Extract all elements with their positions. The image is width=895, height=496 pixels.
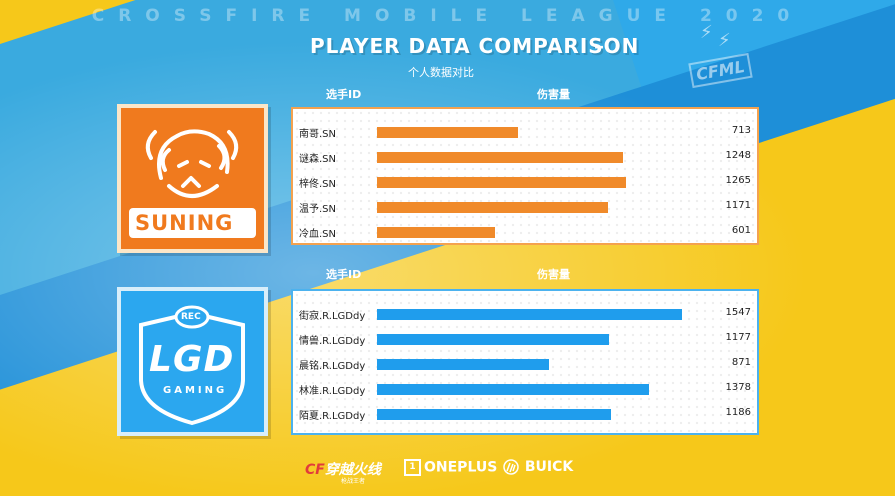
league-banner: CROSSFIRE MOBILE LEAGUE 2020 <box>91 6 804 26</box>
header-player-id: 选手ID <box>326 88 362 101</box>
damage-value-label: 1248 <box>725 150 751 161</box>
oneplus-logo: 1 ONEPLUS <box>404 459 497 476</box>
damage-value-label: 1547 <box>725 307 751 318</box>
header-damage: 伤害量 <box>537 268 570 281</box>
damage-bar <box>377 384 649 395</box>
title-dash: – <box>594 34 604 58</box>
lgd-logo-top: REC <box>181 312 201 322</box>
suning-logo-card: SUNING <box>117 104 268 253</box>
buick-logo: BUICK <box>502 459 573 475</box>
damage-bar <box>377 227 495 238</box>
lgd-logo-text: LGD <box>149 339 235 380</box>
chart-row: 冷血.SN 601 <box>293 223 757 241</box>
damage-bar <box>377 359 549 370</box>
buick-icon <box>503 459 519 475</box>
chart-row: 南哥.SN 713 <box>293 123 757 141</box>
player-name: 梓佟.SN <box>299 179 337 190</box>
damage-value-label: 1265 <box>725 175 751 186</box>
oneplus-icon: 1 <box>404 459 421 476</box>
lgd-logo-icon <box>139 305 245 426</box>
damage-bar <box>377 152 623 163</box>
header-damage: 伤害量 <box>537 88 570 101</box>
lgd-logo-card: REC LGD GAMING <box>117 287 268 436</box>
player-name: 南哥.SN <box>299 129 337 140</box>
damage-bar <box>377 202 608 213</box>
player-name: 陌夏.R.LGDdy <box>299 411 366 422</box>
player-name: 晨铭.R.LGDdy <box>299 361 366 372</box>
page-subtitle: 个人数据对比 <box>408 66 474 79</box>
damage-value-label: 1177 <box>725 332 751 343</box>
bolt-icon: ⚡ <box>700 22 713 43</box>
header-player-id: 选手ID <box>326 268 362 281</box>
bolt-icon: ⚡ <box>718 30 731 51</box>
player-name: 冷血.SN <box>299 229 337 240</box>
chart-row: 情兽.R.LGDdy 1177 <box>293 330 757 348</box>
player-name: 温予.SN <box>299 204 337 215</box>
damage-bar <box>377 334 609 345</box>
player-name: 街寂.R.LGDdy <box>299 311 366 322</box>
suning-logo-icon <box>145 129 239 198</box>
damage-value-label: 1186 <box>725 407 751 418</box>
damage-value-label: 1378 <box>725 382 751 393</box>
chart-row: 温予.SN 1171 <box>293 198 757 216</box>
lgd-chart-panel: 街寂.R.LGDdy 1547 情兽.R.LGDdy 1177 晨铭.R.LGDdy 87… <box>291 289 759 435</box>
damage-value-label: 601 <box>731 225 751 236</box>
damage-value-label: 1171 <box>725 200 751 211</box>
damage-value-label: 871 <box>731 357 751 368</box>
damage-bar <box>377 127 518 138</box>
damage-bar <box>377 309 682 320</box>
player-name: 情兽.R.LGDdy <box>299 336 366 347</box>
crossfire-logo: CF穿越火线 枪战王者 <box>305 462 381 485</box>
page-title: PLAYER DATA COMPARISON <box>310 34 640 58</box>
chart-row: 林准.R.LGDdy 1378 <box>293 380 757 398</box>
damage-bar <box>377 409 611 420</box>
damage-value-label: 713 <box>731 125 751 136</box>
sponsor-bar: CF穿越火线 枪战王者 1 ONEPLUS BUICK <box>0 455 895 485</box>
player-name: 林准.R.LGDdy <box>299 386 366 397</box>
player-name: 谜森.SN <box>299 154 337 165</box>
damage-bar <box>377 177 626 188</box>
lgd-logo-subtext: GAMING <box>163 385 228 396</box>
chart-row: 陌夏.R.LGDdy 1186 <box>293 405 757 423</box>
suning-chart-panel: 南哥.SN 713 谜森.SN 1248 梓佟.SN 1265 温予.SN 1171 冷血.SN… <box>291 107 759 245</box>
chart-row: 梓佟.SN 1265 <box>293 173 757 191</box>
chart-row: 晨铭.R.LGDdy 871 <box>293 355 757 373</box>
chart-row: 谜森.SN 1248 <box>293 148 757 166</box>
suning-logo-text: SUNING <box>135 211 234 235</box>
chart-row: 街寂.R.LGDdy 1547 <box>293 305 757 323</box>
